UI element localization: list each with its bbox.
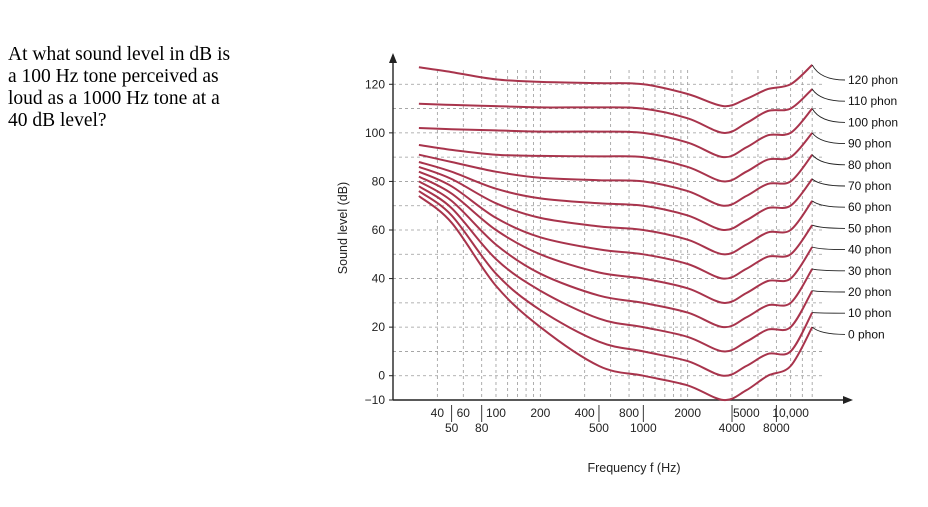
phon-leader-line [812,268,846,272]
curve-90-phon [418,132,813,183]
x-tick-label: 4000 [719,421,746,435]
phon-leader-line [812,290,846,293]
x-tick-label: 10,000 [772,406,809,420]
x-axis-arrow [843,396,853,404]
curve-0-phon [418,195,814,402]
x-tick-label: 100 [486,406,506,420]
x-tick-label: 40 [431,406,445,420]
y-tick-label: 0 [378,369,385,383]
x-tick-label: 2000 [674,406,701,420]
x-axis-title: Frequency f (Hz) [587,461,680,475]
phon-leader-line [811,326,846,335]
chart-grid [393,70,825,401]
y-axis-arrow [389,53,397,63]
chart-series [418,64,846,402]
curve-30-phon [418,180,814,329]
question-text: At what sound level in dB is a 100 Hz to… [8,44,231,131]
phon-label: 110 phon [848,94,897,108]
curve-20-phon [418,185,814,353]
curve-60-phon [418,165,814,256]
phon-label: 50 phon [848,221,891,235]
x-tick-label: 8000 [763,421,790,435]
curve-100-phon [418,107,813,159]
y-tick-label: 20 [372,320,386,334]
phon-leader-line [812,246,846,251]
y-tick-label: −10 [365,393,386,407]
x-tick-label: 800 [619,406,639,420]
phon-leader-line [812,312,846,314]
phon-label: 100 phon [848,115,898,129]
phon-label: 0 phon [848,327,885,341]
curve-50-phon [418,170,814,280]
phon-label: 80 phon [848,158,891,172]
x-tick-label: 200 [530,406,550,420]
phon-leader-line [811,200,846,208]
y-tick-label: 120 [365,77,385,91]
y-tick-label: 100 [365,126,385,140]
chart-axes [389,53,853,422]
phon-leader-line [811,178,846,187]
phon-leader-line [811,132,846,145]
phon-leader-line [811,64,846,81]
curve-40-phon [418,175,814,304]
phon-leader-line [811,88,846,102]
y-tick-label: 80 [372,174,386,188]
phon-label: 30 phon [848,264,891,278]
x-tick-label: 80 [475,421,489,435]
y-axis-title: Sound level (dB) [336,182,350,274]
phon-leader-line [811,108,846,123]
x-tick-label: 50 [445,421,459,435]
phon-leader-line [811,154,846,166]
phon-leader-line [812,224,846,229]
x-tick-label: 500 [589,421,609,435]
phon-label: 70 phon [848,179,891,193]
curve-80-phon [418,153,813,207]
x-tick-label: 5000 [733,406,760,420]
x-tick-label: 1000 [630,421,657,435]
phon-label: 10 phon [848,306,891,320]
y-tick-label: 40 [372,272,386,286]
curve-10-phon [418,190,814,377]
phon-label: 20 phon [848,285,891,299]
x-tick-label: 400 [575,406,595,420]
phon-label: 120 phon [848,73,898,87]
curve-110-phon [418,88,813,134]
curve-120-phon [418,64,813,108]
phon-label: 90 phon [848,137,891,151]
phon-label: 40 phon [848,243,891,257]
phon-label: 60 phon [848,200,891,214]
curve-70-phon [418,161,813,232]
y-tick-label: 60 [372,223,386,237]
x-tick-label: 60 [457,406,471,420]
